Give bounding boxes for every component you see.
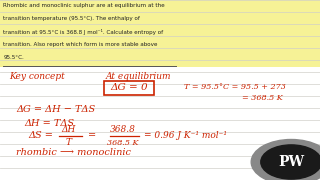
Circle shape [261,145,320,179]
Text: 368.8: 368.8 [110,125,136,134]
Text: T: T [66,138,72,147]
Text: 95.5°C.: 95.5°C. [3,55,24,60]
Text: Key concept: Key concept [10,72,65,81]
Text: transition. Also report which form is more stable above: transition. Also report which form is mo… [3,42,157,47]
Text: ΔS =: ΔS = [29,131,54,140]
Text: transition at 95.5°C is 368.8 J mol⁻¹. Calculate entropy of: transition at 95.5°C is 368.8 J mol⁻¹. C… [3,29,163,35]
Text: 368.5 K: 368.5 K [108,139,139,147]
Text: = 0.96 J K⁻¹ mol⁻¹: = 0.96 J K⁻¹ mol⁻¹ [144,131,227,140]
Text: PW: PW [278,155,304,169]
Text: =: = [88,131,96,140]
Text: T = 95.5°C = 95.5 + 273: T = 95.5°C = 95.5 + 273 [184,83,286,91]
Text: ΔG = 0: ΔG = 0 [110,83,148,92]
Text: transition temperature (95.5°C). The enthalpy of: transition temperature (95.5°C). The ent… [3,16,140,21]
Text: At equilibrium: At equilibrium [106,72,171,81]
Text: ΔH: ΔH [62,125,76,134]
Text: Rhombic and monoclinic sulphur are at equilibrium at the: Rhombic and monoclinic sulphur are at eq… [3,3,165,8]
Text: rhombic ⟶ monoclinic: rhombic ⟶ monoclinic [16,148,131,157]
Text: ΔG = ΔH − TΔS: ΔG = ΔH − TΔS [16,105,95,114]
Bar [0,0,320,67]
Text: = 368.5 K: = 368.5 K [242,94,282,102]
Text: ΔH = TΔS: ΔH = TΔS [24,119,74,128]
Circle shape [251,140,320,180]
Bar [104,81,154,94]
